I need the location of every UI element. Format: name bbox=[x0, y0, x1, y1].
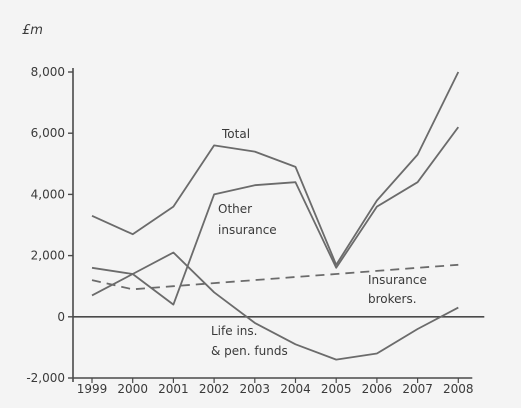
label-life-line1: Life ins. bbox=[211, 324, 257, 338]
y-tick-label: -2,000 bbox=[26, 371, 65, 385]
label-other-line2: insurance bbox=[218, 223, 277, 237]
x-tick-label: 2003 bbox=[240, 382, 271, 396]
y-tick-label: 0 bbox=[57, 310, 65, 324]
series-line-other-insurance bbox=[91, 126, 460, 306]
x-tick-label: 2002 bbox=[199, 382, 230, 396]
label-brokers-line1: Insurance bbox=[368, 273, 427, 287]
x-tick-label: 2000 bbox=[117, 382, 148, 396]
x-tick-label: 2007 bbox=[402, 382, 433, 396]
y-tick-label: 4,000 bbox=[31, 187, 65, 201]
x-tick-label: 2004 bbox=[280, 382, 311, 396]
series-line-insurance-brokers bbox=[91, 263, 459, 291]
x-tick-label: 1999 bbox=[77, 382, 108, 396]
axes: -2,000 0 2,000 4,000 6,000 8,000 1999 2000 2001 2… bbox=[26, 65, 485, 396]
label-other-line1: Other bbox=[218, 202, 252, 216]
unit-label: £m bbox=[22, 23, 43, 38]
y-tick-label: 6,000 bbox=[31, 126, 65, 140]
label-brokers-line2: brokers. bbox=[368, 292, 417, 306]
x-tick-label: 2005 bbox=[321, 382, 352, 396]
label-life-line2: & pen. funds bbox=[211, 344, 288, 358]
label-total: Total bbox=[221, 127, 250, 141]
series-layer bbox=[91, 71, 460, 361]
y-tick-label: 2,000 bbox=[31, 249, 65, 263]
x-tick-label: 2008 bbox=[443, 382, 474, 396]
x-tick-label: 2001 bbox=[158, 382, 189, 396]
y-tick-label: 8,000 bbox=[31, 65, 65, 79]
series-line-life-ins-pen-funds bbox=[91, 251, 459, 361]
x-tick-label: 2006 bbox=[362, 382, 393, 396]
series-line-total bbox=[91, 71, 460, 266]
